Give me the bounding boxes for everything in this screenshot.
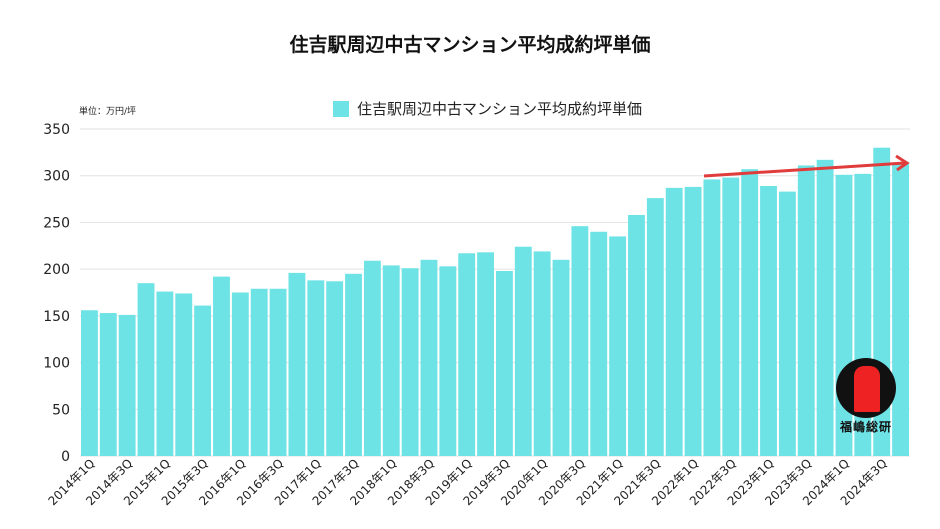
bar bbox=[439, 266, 457, 456]
bar bbox=[778, 191, 796, 456]
y-tick-label: 100 bbox=[43, 356, 70, 372]
bar bbox=[345, 273, 362, 456]
bar bbox=[816, 159, 834, 456]
bar bbox=[250, 288, 268, 456]
y-tick-label: 0 bbox=[61, 449, 70, 465]
trend-arrow bbox=[703, 161, 906, 178]
bar bbox=[194, 305, 212, 456]
bar bbox=[760, 185, 777, 456]
bar bbox=[81, 310, 98, 456]
bar bbox=[741, 169, 759, 456]
bar bbox=[477, 252, 494, 456]
bar bbox=[703, 179, 721, 457]
legend-swatch bbox=[333, 100, 349, 117]
bar bbox=[288, 272, 306, 456]
y-tick-label: 150 bbox=[43, 309, 70, 325]
bar bbox=[420, 259, 438, 456]
legend: 住吉駅周辺中古マンション平均成約坪単価 bbox=[333, 98, 642, 119]
logo-text: 福嶋総研 bbox=[839, 420, 892, 434]
y-tick-label: 350 bbox=[43, 122, 70, 138]
bar bbox=[401, 268, 419, 456]
bar bbox=[99, 313, 117, 456]
bar bbox=[363, 260, 381, 456]
bar bbox=[175, 293, 193, 456]
bar bbox=[496, 271, 513, 456]
bar bbox=[628, 214, 645, 456]
bar bbox=[571, 226, 589, 456]
bar bbox=[646, 198, 664, 456]
bar bbox=[665, 187, 683, 457]
bar bbox=[326, 281, 344, 456]
bar bbox=[514, 246, 532, 456]
y-tick-label: 200 bbox=[43, 262, 70, 278]
bar bbox=[533, 251, 551, 456]
logo-emblem bbox=[836, 358, 896, 418]
bar bbox=[722, 177, 740, 456]
bar bbox=[684, 186, 702, 456]
bar bbox=[213, 276, 230, 456]
bar bbox=[231, 292, 249, 456]
bar bbox=[552, 259, 570, 456]
bar bbox=[382, 265, 400, 456]
bar bbox=[892, 162, 909, 457]
bar bbox=[609, 236, 627, 456]
y-tick-label: 50 bbox=[52, 402, 70, 418]
bar bbox=[590, 231, 608, 456]
legend-label: 住吉駅周辺中古マンション平均成約坪単価 bbox=[357, 100, 643, 118]
trend-arrow-head bbox=[895, 154, 910, 172]
chart-title: 住吉駅周辺中古マンション平均成約坪単価 bbox=[289, 34, 651, 56]
y-tick-label: 300 bbox=[43, 169, 70, 185]
bar bbox=[269, 288, 287, 456]
bar bbox=[118, 314, 136, 456]
bar bbox=[137, 283, 155, 456]
bar bbox=[797, 165, 815, 457]
y-tick-label: 250 bbox=[43, 215, 70, 231]
bar bbox=[156, 291, 174, 456]
bar bbox=[307, 280, 325, 456]
unit-label: 単位：万円/坪 bbox=[79, 107, 137, 117]
logo: 福嶋総研 bbox=[834, 358, 898, 438]
bar bbox=[458, 253, 476, 456]
